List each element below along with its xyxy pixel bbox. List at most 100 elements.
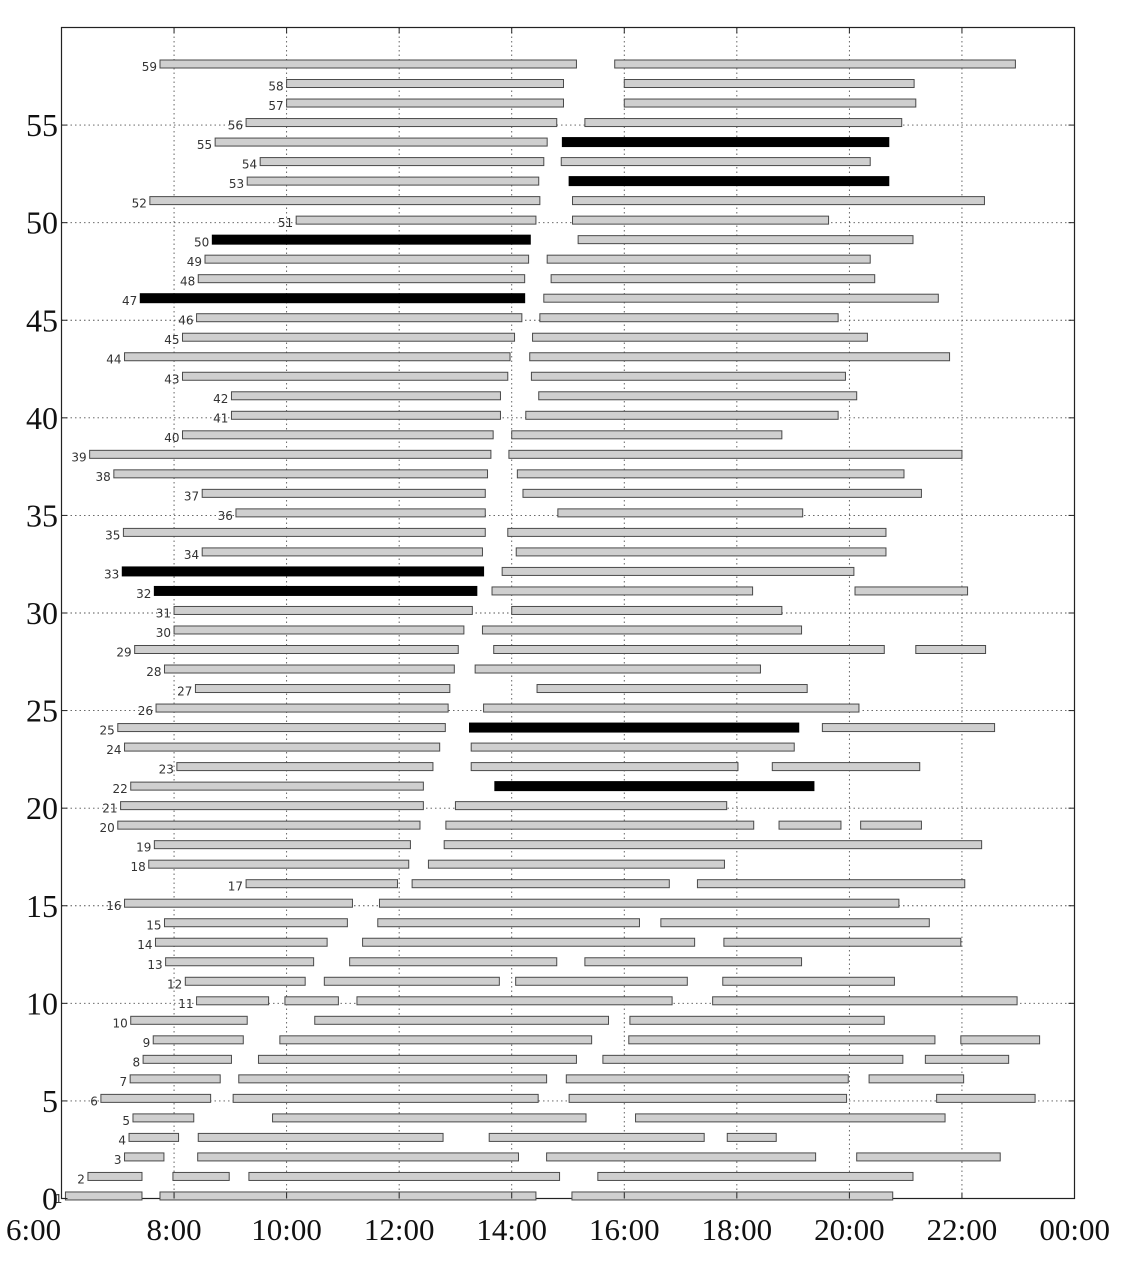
bar [474, 664, 761, 674]
row-label: 30 [156, 626, 171, 640]
bar [159, 59, 577, 69]
row-label: 38 [96, 470, 111, 484]
row-label: 24 [106, 743, 121, 757]
x-tick-label: 16:00 [589, 1212, 660, 1247]
bar [356, 996, 673, 1006]
bar-highlight [494, 781, 815, 792]
row-label: 19 [136, 841, 151, 855]
bar [778, 820, 842, 830]
row-labels: 1234567891011121314151617181920212223242… [55, 60, 293, 1206]
y-tick-label: 55 [26, 107, 58, 143]
row-label: 32 [136, 587, 151, 601]
bar [152, 1035, 244, 1045]
bar [560, 157, 871, 167]
bar [173, 605, 473, 615]
bar [508, 449, 963, 459]
bar [454, 801, 728, 811]
x-tick-label: 12:00 [364, 1212, 435, 1247]
bar [525, 410, 839, 420]
bar [445, 820, 755, 830]
row-label: 37 [184, 489, 199, 503]
bar [623, 79, 915, 89]
bar [960, 1035, 1041, 1045]
row-label: 5 [122, 1114, 130, 1128]
x-tick-label: 10:00 [251, 1212, 322, 1247]
bar [597, 1171, 914, 1181]
bar [130, 781, 424, 791]
row-label: 59 [142, 60, 157, 74]
bar [122, 527, 486, 537]
x-tick-label: 8:00 [146, 1212, 201, 1247]
y-tick-label: 5 [42, 1083, 58, 1119]
y-tick-label: 35 [26, 497, 58, 533]
bar [488, 1132, 705, 1142]
bar [89, 449, 492, 459]
bar [378, 898, 900, 908]
bar [284, 996, 339, 1006]
row-label: 16 [106, 899, 121, 913]
row-label: 21 [102, 802, 117, 816]
bar [532, 332, 868, 342]
bar [230, 391, 501, 401]
bar [821, 723, 996, 733]
bar [349, 957, 558, 967]
row-label: 11 [178, 997, 193, 1011]
row-label: 50 [194, 236, 209, 250]
bar [129, 1074, 221, 1084]
bar [172, 1171, 230, 1181]
bar [860, 820, 922, 830]
bar [149, 196, 541, 206]
bar [623, 98, 917, 108]
bar [924, 1054, 1010, 1064]
row-label: 29 [116, 645, 131, 659]
bar [511, 605, 783, 615]
bar [286, 98, 564, 108]
row-label: 49 [187, 255, 202, 269]
bar [173, 625, 465, 635]
bar [481, 625, 803, 635]
row-label: 43 [164, 372, 179, 386]
bar [128, 1132, 180, 1142]
bar [201, 488, 486, 498]
bar [515, 976, 688, 986]
bar-highlight [561, 137, 890, 148]
bar [197, 1152, 519, 1162]
bar [868, 1074, 965, 1084]
bar [516, 469, 905, 479]
bar [201, 547, 483, 557]
row-label: 14 [137, 938, 152, 952]
axes: 6:00 8:00 10:00 12:00 14:00 16:00 18:00 20:00 22… [6, 27, 1110, 1247]
bar [155, 703, 449, 713]
bar [584, 118, 903, 128]
bar [584, 957, 803, 967]
bar [696, 879, 966, 889]
row-label: 52 [132, 197, 147, 211]
bar [295, 215, 537, 225]
y-tick-label: 10 [26, 985, 58, 1021]
bar [163, 918, 348, 928]
bar [568, 1093, 848, 1103]
bar [501, 566, 855, 576]
row-label: 4 [118, 1133, 126, 1147]
bar [181, 430, 494, 440]
bar [132, 1113, 195, 1123]
bar [427, 859, 725, 869]
row-label: 2 [77, 1172, 85, 1186]
row-label: 56 [228, 119, 243, 133]
bar-highlight [211, 234, 531, 245]
bar [771, 762, 921, 772]
bar [550, 274, 876, 284]
row-label: 57 [268, 99, 283, 113]
row-label: 12 [167, 977, 182, 991]
row-label: 26 [138, 704, 153, 718]
y-tick-label: 50 [26, 205, 58, 241]
bar [323, 976, 500, 986]
row-label: 34 [184, 548, 199, 562]
bar [629, 1015, 885, 1025]
bar [722, 976, 895, 986]
bar [120, 801, 424, 811]
x-tick-label: 6:00 [6, 1212, 61, 1247]
row-label: 55 [197, 138, 212, 152]
bar [124, 1152, 165, 1162]
